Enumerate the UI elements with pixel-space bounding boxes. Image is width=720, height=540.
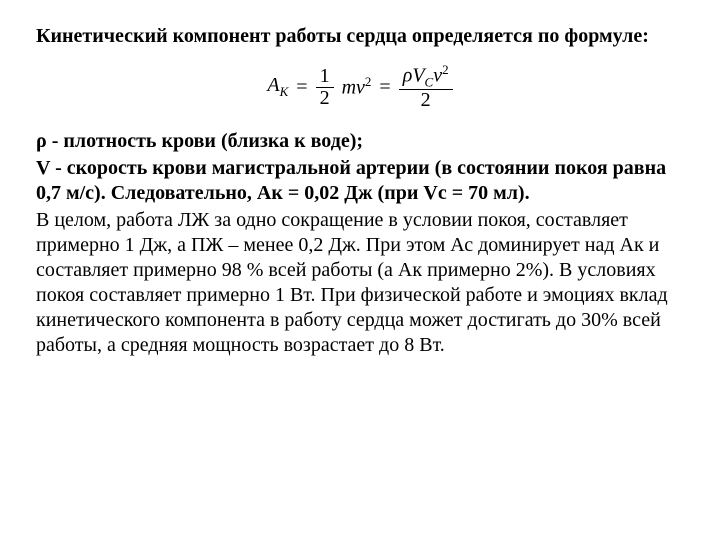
formula-A-sub: K [280, 84, 289, 99]
formula-block: AK = 1 2 mv2 = ρVCv2 2 [36, 63, 684, 111]
heading-text: Кинетический компонент работы сердца опр… [36, 24, 684, 49]
definition-rho: ρ - плотность крови (близка к воде); [36, 129, 684, 154]
fraction-half: 1 2 [316, 66, 334, 109]
V-sub: C [425, 75, 434, 90]
fraction-rhs: ρVCv2 2 [399, 63, 453, 111]
formula-A: A [267, 74, 279, 96]
V-big: V [412, 65, 424, 87]
rhs-num: ρVCv2 [399, 63, 453, 90]
body-paragraph: В целом, работа ЛЖ за одно сокращение в … [36, 208, 684, 358]
rhs-den: 2 [417, 90, 435, 111]
v: v [356, 77, 365, 99]
page: Кинетический компонент работы сердца опр… [0, 0, 720, 382]
v-sup: 2 [365, 74, 372, 89]
equals-2: = [379, 76, 390, 99]
half-num: 1 [316, 66, 334, 88]
kinetic-formula: AK = 1 2 mv2 = ρVCv2 2 [267, 63, 452, 111]
equals-1: = [296, 76, 307, 99]
v-small-sup: 2 [442, 62, 449, 77]
m: m [342, 77, 356, 99]
v-small: v [433, 65, 442, 87]
rho: ρ [403, 65, 413, 87]
definition-v: V - скорость крови магистральной артерии… [36, 156, 684, 206]
half-den: 2 [316, 88, 334, 109]
formula-lhs: AK [267, 74, 288, 100]
mv2: mv2 [342, 74, 372, 100]
